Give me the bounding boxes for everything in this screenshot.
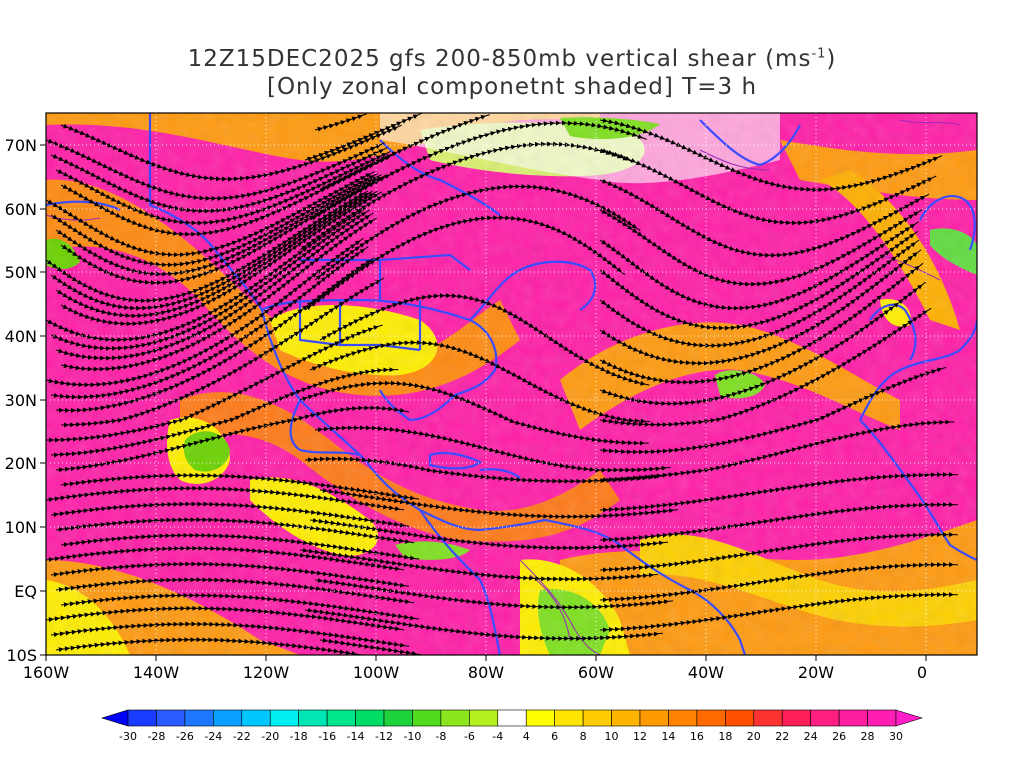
colorbar-cell: [298, 709, 328, 727]
colorbar-label: -18: [290, 730, 308, 743]
colorbar-label: -14: [347, 730, 365, 743]
colorbar-cell: [412, 709, 442, 727]
colorbar-label: 20: [747, 730, 761, 743]
colorbar-label: 22: [775, 730, 789, 743]
colorbar-label: 24: [804, 730, 818, 743]
colorbar-label: -30: [119, 730, 137, 743]
colorbar-label: -16: [318, 730, 336, 743]
colorbar-cell: [781, 709, 811, 727]
colorbar-label: -26: [176, 730, 194, 743]
lon-label: 0: [917, 663, 927, 682]
colorbar-cell: [696, 709, 726, 727]
lon-label: 80W: [468, 663, 504, 682]
colorbar-label: 16: [690, 730, 704, 743]
lat-label: 10S: [6, 646, 37, 665]
colorbar-label: 6: [551, 730, 558, 743]
colorbar-label: 8: [580, 730, 587, 743]
colorbar-label: -20: [261, 730, 279, 743]
colorbar-cell: [838, 709, 868, 727]
colorbar-cell: [668, 709, 698, 727]
colorbar-cells: [100, 709, 924, 727]
lon-label: 100W: [353, 663, 400, 682]
lat-label: EQ: [14, 582, 37, 601]
colorbar-cell: [497, 709, 527, 727]
lon-label: 20W: [798, 663, 834, 682]
streamline: [599, 592, 958, 633]
colorbar-cell: [554, 709, 584, 727]
lat-label: 50N: [5, 263, 37, 282]
shear-map: 70N 60N 50N 40N 30N 20N 10N EQ 10S 160W …: [5, 112, 978, 682]
lon-label: 140W: [133, 663, 180, 682]
colorbar-cell: [753, 709, 783, 727]
colorbar-cell: [639, 709, 669, 727]
colorbar-label: 26: [832, 730, 846, 743]
colorbar-labels: -30 -28 -26 -24 -22 -20 -18 -16 -14 -12 -10 -8 -6 -4 4…: [119, 730, 903, 743]
colorbar-label: 10: [605, 730, 619, 743]
colorbar-cell: [269, 709, 299, 727]
lat-label: 70N: [5, 136, 37, 155]
colorbar-cell: [127, 709, 157, 727]
colorbar-cell: [582, 709, 612, 727]
colorbar-label: -10: [403, 730, 421, 743]
longitude-labels: 160W 140W 120W 100W 80W 60W 40W 20W 0: [23, 663, 927, 682]
colorbar-label: 14: [661, 730, 675, 743]
colorbar-cell: [525, 709, 555, 727]
colorbar-cell: [440, 709, 470, 727]
colorbar-label: 18: [718, 730, 732, 743]
colorbar-label: -22: [233, 730, 251, 743]
colorbar-label: -4: [492, 730, 503, 743]
colorbar-min-arrow: [100, 709, 129, 727]
latitude-labels: 70N 60N 50N 40N 30N 20N 10N EQ 10S: [5, 136, 37, 665]
lat-label: 20N: [5, 454, 37, 473]
lon-label: 160W: [23, 663, 70, 682]
lat-label: 30N: [5, 391, 37, 410]
colorbar-label: -24: [204, 730, 222, 743]
colorbar-cell: [611, 709, 641, 727]
streamline: [304, 607, 664, 642]
colorbar-cell: [383, 709, 413, 727]
colorbar-label: -12: [375, 730, 393, 743]
colorbar-label: 4: [523, 730, 530, 743]
colorbar-label: -28: [147, 730, 165, 743]
streamlines: [46, 113, 958, 655]
colorbar-label: 30: [889, 730, 903, 743]
colorbar-cell: [326, 709, 356, 727]
colorbar-label: 12: [633, 730, 647, 743]
colorbar-cell: [184, 709, 214, 727]
colorbar-max-arrow: [895, 709, 924, 727]
colorbar-cell: [355, 709, 385, 727]
colorbar-cell: [810, 709, 840, 727]
colorbar-cell: [867, 709, 897, 727]
colorbar-label: -6: [464, 730, 475, 743]
lat-label: 10N: [5, 518, 37, 537]
axis-ticks: [40, 144, 927, 661]
colorbar-cell: [469, 709, 499, 727]
streamline: [55, 637, 361, 655]
lat-label: 40N: [5, 327, 37, 346]
colorbar-cell: [241, 709, 271, 727]
lat-label: 60N: [5, 200, 37, 219]
title-line-1: 12Z15DEC2025 gfs 200-850mb vertical shea…: [187, 46, 837, 72]
colorbar-cell: [725, 709, 755, 727]
lon-label: 40W: [688, 663, 724, 682]
lon-label: 120W: [243, 663, 290, 682]
streamline: [304, 215, 626, 311]
lon-label: 60W: [578, 663, 614, 682]
colorbar-label: -8: [435, 730, 446, 743]
title-line-2: [Only zonal componetnt shaded] T=3 h: [266, 74, 758, 100]
colorbar-cell: [156, 709, 186, 727]
colorbar-label: 28: [861, 730, 875, 743]
streamline: [319, 637, 421, 655]
plot-frame: [45, 112, 978, 656]
colorbar-cell: [213, 709, 243, 727]
